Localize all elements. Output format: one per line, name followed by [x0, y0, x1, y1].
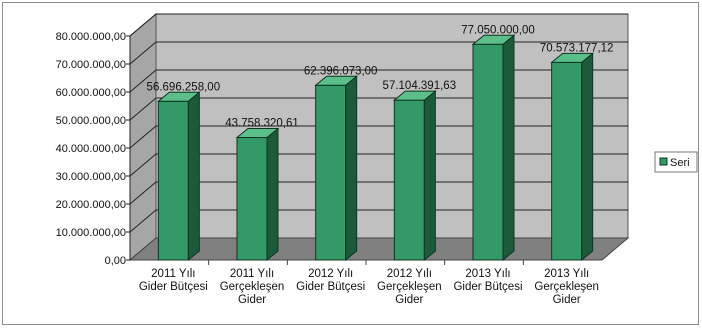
bar-side — [266, 127, 279, 262]
y-tick-label: 30.000.000,00 — [56, 171, 126, 183]
legend-box — [654, 151, 698, 173]
legend-label: Seri — [670, 157, 690, 169]
y-tick-label: 10.000.000,00 — [56, 227, 126, 239]
bar-top — [471, 34, 516, 45]
category-label: Gerçekleşen — [220, 281, 285, 293]
data-label: 77.050.000,00 — [461, 24, 535, 36]
y-tick-label: 50.000.000,00 — [56, 115, 126, 127]
y-tick-label: 0,00 — [105, 255, 126, 267]
bar-top — [235, 127, 280, 138]
category-label: 2011 Yılı — [151, 268, 195, 280]
data-label: 57.104.391,63 — [383, 80, 457, 92]
category-label: 2011 Yılı — [230, 268, 274, 280]
bar-top — [156, 91, 201, 102]
category-label: 2013 Yılı — [465, 268, 510, 280]
bar — [393, 99, 425, 261]
category-label: Gider — [553, 294, 581, 306]
category-label: Gider — [395, 294, 423, 306]
bar-side — [187, 91, 200, 262]
gridline-side — [129, 153, 157, 177]
gridline-side — [129, 69, 157, 93]
category-label: 2013 Yılı — [544, 268, 589, 280]
gridline-side — [129, 209, 157, 233]
category-label: Gerçekleşen — [534, 281, 599, 293]
category-label: 2012 Yılı — [308, 268, 353, 280]
gridline-side — [129, 181, 157, 205]
bar-top — [392, 90, 437, 101]
bar — [157, 100, 189, 261]
gridline-side — [129, 97, 157, 121]
bar-top — [314, 75, 359, 86]
data-label: 70.573.177,12 — [540, 42, 614, 54]
bar — [551, 61, 583, 261]
bar-side — [581, 52, 594, 262]
gridline-side — [129, 125, 157, 149]
gridline-side — [129, 13, 157, 37]
category-label: Gider Bütçesi — [139, 281, 208, 293]
bar-side — [502, 34, 515, 262]
bar — [315, 84, 347, 261]
y-tick-label: 40.000.000,00 — [56, 143, 126, 155]
legend-swatch — [659, 157, 668, 166]
gridline-side — [129, 41, 157, 65]
y-tick-label: 70.000.000,00 — [56, 59, 126, 71]
bar-side — [423, 90, 436, 262]
bar-side — [345, 75, 358, 262]
bar — [472, 43, 504, 261]
category-label: 2012 Yılı — [387, 268, 432, 280]
bar-top — [550, 52, 595, 63]
y-tick-label: 20.000.000,00 — [56, 199, 126, 211]
category-label: Gider — [238, 294, 266, 306]
y-tick-label: 80.000.000,00 — [56, 31, 126, 43]
data-label: 56.696.258,00 — [147, 81, 221, 93]
data-label: 62.396.073,00 — [304, 65, 378, 77]
category-label: Gider Bütçesi — [453, 281, 522, 293]
y-tick-label: 60.000.000,00 — [56, 87, 126, 99]
category-label: Gerçekleşen — [377, 281, 442, 293]
category-label: Gider Bütçesi — [296, 281, 365, 293]
bar — [236, 136, 268, 261]
data-label: 43.758.320,61 — [225, 117, 299, 129]
